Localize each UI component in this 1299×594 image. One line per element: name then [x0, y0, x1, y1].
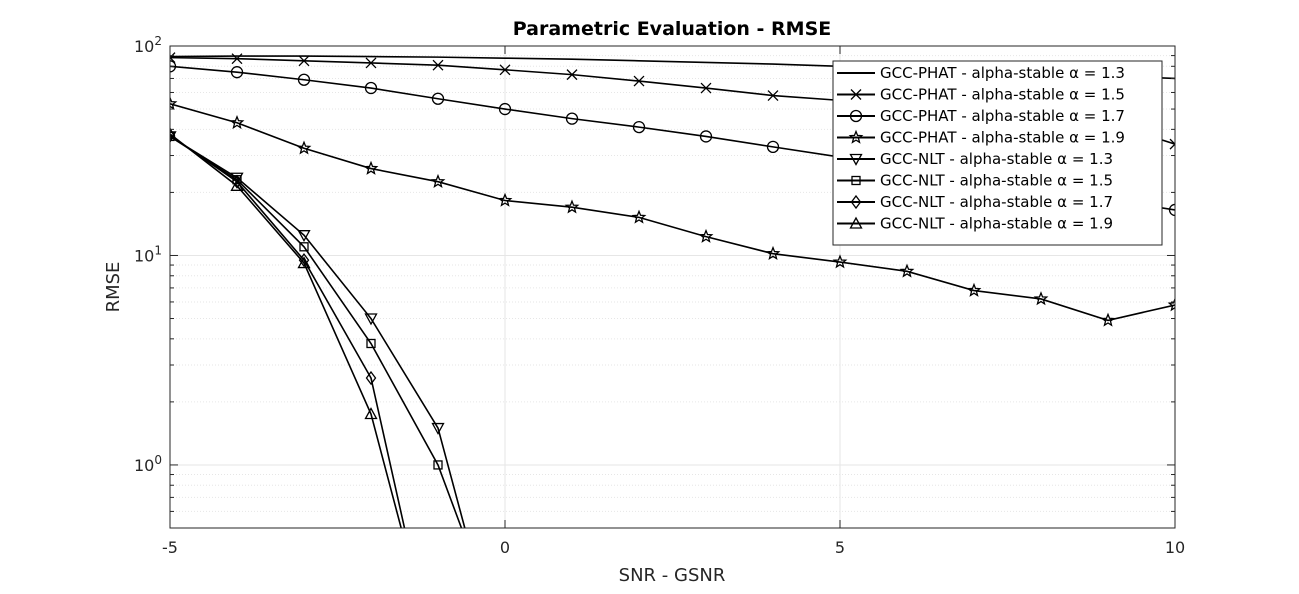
- legend: GCC-PHAT - alpha-stable α = 1.3 GCC-PHAT …: [832, 60, 1163, 246]
- data-point: [431, 422, 445, 435]
- data-point: [433, 460, 443, 470]
- data-point: [1100, 312, 1116, 327]
- data-point: [767, 90, 779, 102]
- data-point: [298, 55, 310, 67]
- data-point: [365, 370, 377, 386]
- data-point: [565, 112, 579, 125]
- axis-ticks: -5 0 5 10 100 101 102: [134, 34, 1185, 557]
- legend-item: GCC-PHAT - alpha-stable α = 1.3: [837, 64, 1125, 82]
- data-point: [298, 253, 310, 268]
- data-point: [296, 140, 312, 155]
- x-tick-label: -5: [162, 538, 178, 557]
- legend-item: GCC-PHAT - alpha-stable α = 1.9: [837, 129, 1125, 147]
- y-tick-label: 101: [134, 243, 162, 265]
- data-point: [765, 245, 781, 260]
- data-point: [299, 242, 309, 252]
- legend-marker: [850, 89, 862, 100]
- data-point: [632, 120, 646, 134]
- legend-label: GCC-PHAT - alpha-stable α = 1.7: [880, 107, 1125, 125]
- legend-item: GCC-NLT - alpha-stable α = 1.7: [837, 193, 1113, 211]
- legend-box: [832, 60, 1163, 246]
- data-point: [363, 160, 379, 175]
- data-point: [231, 174, 243, 189]
- data-point: [1167, 297, 1175, 312]
- legend-item: GCC-NLT - alpha-stable α = 1.9: [837, 215, 1113, 233]
- data-point: [231, 53, 243, 65]
- legend-label: GCC-NLT - alpha-stable α = 1.3: [880, 150, 1113, 168]
- data-point: [364, 313, 378, 326]
- data-point: [430, 173, 446, 188]
- legend-item: GCC-NLT - alpha-stable α = 1.3: [837, 150, 1113, 168]
- y-tick-label: 102: [134, 34, 162, 56]
- data-point: [364, 81, 378, 95]
- data-point: [1169, 138, 1175, 150]
- legend-label: GCC-PHAT - alpha-stable α = 1.9: [880, 129, 1125, 147]
- data-point: [230, 178, 244, 191]
- data-point: [566, 69, 578, 81]
- series-line: [170, 102, 1175, 322]
- legend-marker: [849, 153, 863, 166]
- data-point: [297, 230, 311, 243]
- data-point: [699, 130, 713, 143]
- data-point: [633, 75, 645, 87]
- legend-label: GCC-NLT - alpha-stable α = 1.7: [880, 193, 1113, 211]
- plot-frame: [169, 45, 1176, 529]
- legend-marker: [850, 194, 862, 210]
- series-line: [170, 133, 402, 528]
- data-point: [297, 256, 311, 269]
- legend-item: GCC-PHAT - alpha-stable α = 1.7: [837, 107, 1125, 125]
- x-tick-label: 5: [835, 538, 845, 557]
- x-tick-label: 0: [500, 538, 510, 557]
- series-8: [170, 127, 402, 528]
- y-tick-label: 100: [134, 453, 162, 475]
- legend-marker: [849, 109, 863, 123]
- legend-label: GCC-NLT - alpha-stable α = 1.5: [880, 172, 1113, 190]
- series-line: [170, 135, 463, 528]
- series-4: [170, 95, 1175, 327]
- legend-marker: [849, 216, 863, 229]
- legend-label: GCC-PHAT - alpha-stable α = 1.5: [880, 86, 1125, 104]
- data-point: [432, 59, 444, 71]
- chart-title: Parametric Evaluation - RMSE: [513, 18, 832, 40]
- data-point: [230, 66, 244, 79]
- data-point: [498, 102, 512, 116]
- data-point: [766, 140, 780, 154]
- data-point: [700, 82, 712, 94]
- data-point: [564, 199, 580, 214]
- data-point: [170, 60, 177, 73]
- data-point: [966, 282, 982, 297]
- x-axis-label: SNR - GSNR: [619, 565, 726, 586]
- data-point: [229, 115, 245, 130]
- data-point: [497, 192, 513, 207]
- data-point: [631, 209, 647, 224]
- legend-item: GCC-NLT - alpha-stable α = 1.5: [837, 172, 1113, 190]
- data-point: [366, 338, 376, 349]
- data-point: [499, 64, 511, 76]
- legend-label: GCC-PHAT - alpha-stable α = 1.3: [880, 64, 1125, 82]
- series-line: [170, 134, 406, 528]
- data-point: [1168, 203, 1175, 217]
- data-point: [365, 57, 377, 69]
- legend-marker: [851, 175, 861, 186]
- data-point: [297, 73, 311, 86]
- series-line: [170, 135, 466, 528]
- data-point: [899, 263, 915, 278]
- legend-marker: [848, 129, 864, 144]
- y-axis-label: RMSE: [103, 262, 124, 313]
- legend-item: GCC-PHAT - alpha-stable α = 1.5: [837, 86, 1125, 104]
- data-point: [698, 228, 714, 243]
- legend-label: GCC-NLT - alpha-stable α = 1.9: [880, 215, 1113, 233]
- data-point: [364, 407, 378, 420]
- data-point: [832, 254, 848, 269]
- data-point: [170, 52, 176, 64]
- data-point: [1033, 291, 1049, 306]
- x-tick-label: 10: [1165, 538, 1185, 557]
- data-point: [431, 92, 445, 105]
- data-point: [170, 95, 178, 111]
- data-point: [170, 127, 177, 140]
